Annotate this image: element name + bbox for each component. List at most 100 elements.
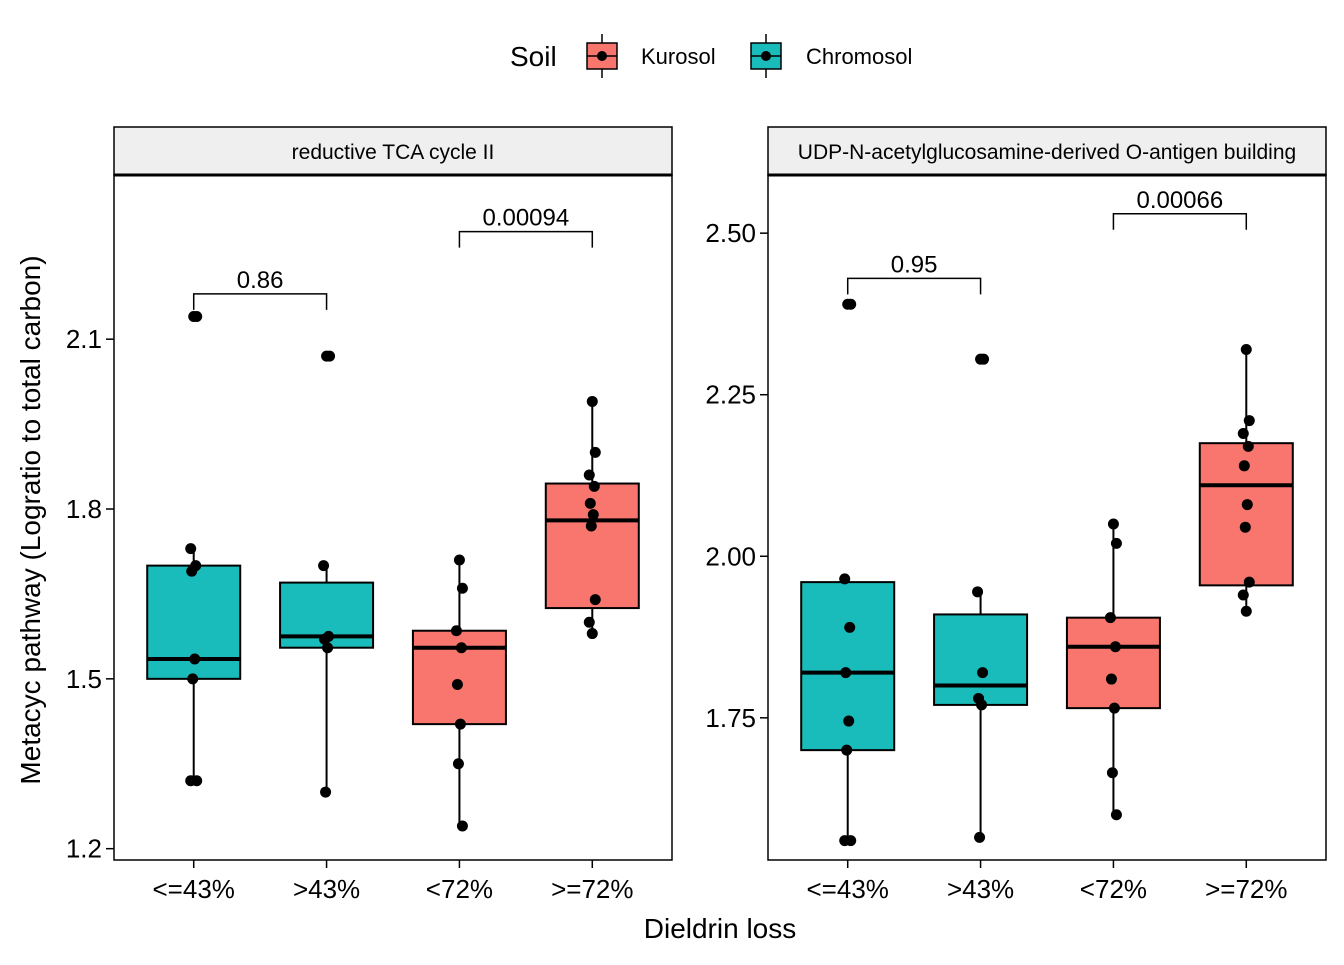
y-tick-label: 1.75 [705,703,756,733]
data-point [588,480,600,492]
comparison-pvalue: 0.00094 [482,205,569,232]
data-point [185,775,197,787]
x-tick-label: >43% [293,874,360,904]
data-point [843,715,855,727]
strip-background [767,126,1327,176]
y-tick-label: 1.2 [66,834,102,864]
data-point [191,311,203,323]
data-point [1239,521,1251,533]
legend-label-kurosol: Kurosol [641,44,716,69]
data-point [585,520,597,532]
data-point [589,594,601,606]
data-point [319,633,331,645]
strip-title: reductive TCA cycle II [292,141,495,164]
legend-title: Soil [510,41,557,72]
data-point [1243,415,1255,427]
data-point [976,699,988,711]
x-tick-label: >=72% [551,874,633,904]
y-tick-label: 2.25 [705,380,756,410]
data-point [1237,427,1249,439]
comparison-pvalue: 0.95 [891,251,938,278]
data-point [587,509,599,521]
data-point [839,573,851,585]
plot-area-border [767,174,1327,861]
data-point [586,628,598,640]
y-tick-label: 2.00 [705,541,756,571]
data-point [586,395,598,407]
comparison-bracket [1112,213,1248,230]
data-point [589,446,601,458]
y-tick-label: 2.50 [705,218,756,248]
data-point [1240,343,1252,355]
data-point [450,625,462,637]
panel-udp-o-antigen: UDP-N-acetylglucosamine-derived O-antige… [705,126,1327,904]
y-tick-label: 2.1 [66,324,102,354]
x-tick-label: >=72% [1205,874,1287,904]
comparison-bracket [846,277,982,295]
data-point [1108,702,1120,714]
data-point [841,744,853,756]
data-point [186,565,198,577]
legend-label-chromosol: Chromosol [806,44,912,69]
box-kurosol [1065,616,1161,710]
comparison-pvalue: 0.00066 [1136,187,1223,214]
data-point [977,667,989,679]
legend: Soil Kurosol Chromosol [510,34,912,78]
legend-key-kurosol [586,34,618,78]
data-point [584,497,596,509]
data-point [1104,612,1116,624]
strip-background [113,126,673,176]
data-point [1240,605,1252,617]
data-point [1110,537,1122,549]
data-point [324,350,336,362]
y-axis-title: Metacyc pathway (Logratio to total carbo… [15,255,46,784]
x-tick-label: <=43% [807,874,889,904]
data-point [1242,440,1254,452]
x-tick-label: <=43% [153,874,235,904]
data-point [583,616,595,628]
comparison-bracket [192,293,328,310]
data-point [456,820,468,832]
data-point [187,673,199,685]
strip-title: UDP-N-acetylglucosamine-derived O-antige… [798,141,1296,164]
data-point [583,469,595,481]
data-point [1107,518,1119,530]
x-tick-label: >43% [947,874,1014,904]
data-point [452,758,464,770]
y-tick-label: 1.8 [66,494,102,524]
legend-key-chromosol [750,34,782,78]
data-point [320,786,332,798]
data-point [318,560,330,572]
x-tick-label: <72% [1080,874,1147,904]
data-point [1241,499,1253,511]
comparison-pvalue: 0.86 [237,267,284,294]
data-point [451,679,463,691]
data-point [1243,576,1255,588]
data-point [189,653,201,665]
x-axis-title: Dieldrin loss [644,913,797,944]
data-point [1237,589,1249,601]
data-point [1110,809,1122,821]
data-point [322,642,334,654]
plot-area-border [113,174,673,861]
data-point [455,642,467,654]
comparison-bracket [458,230,594,248]
box-chromosol [933,613,1029,706]
data-point [844,621,856,633]
data-point [1106,767,1118,779]
data-point [185,543,197,555]
data-point [453,554,465,566]
data-point [972,586,984,598]
data-point [1105,673,1117,685]
data-point [1238,460,1250,472]
data-point [839,835,851,847]
panel-reductive-tca: reductive TCA cycle II 1.2 1.5 1.8 2.1 <=43%… [66,126,673,904]
data-point [454,718,466,730]
data-point [978,353,990,365]
data-point [845,298,857,310]
data-point [456,582,468,594]
data-point [974,831,986,843]
data-point [840,667,852,679]
x-tick-label: <72% [426,874,493,904]
